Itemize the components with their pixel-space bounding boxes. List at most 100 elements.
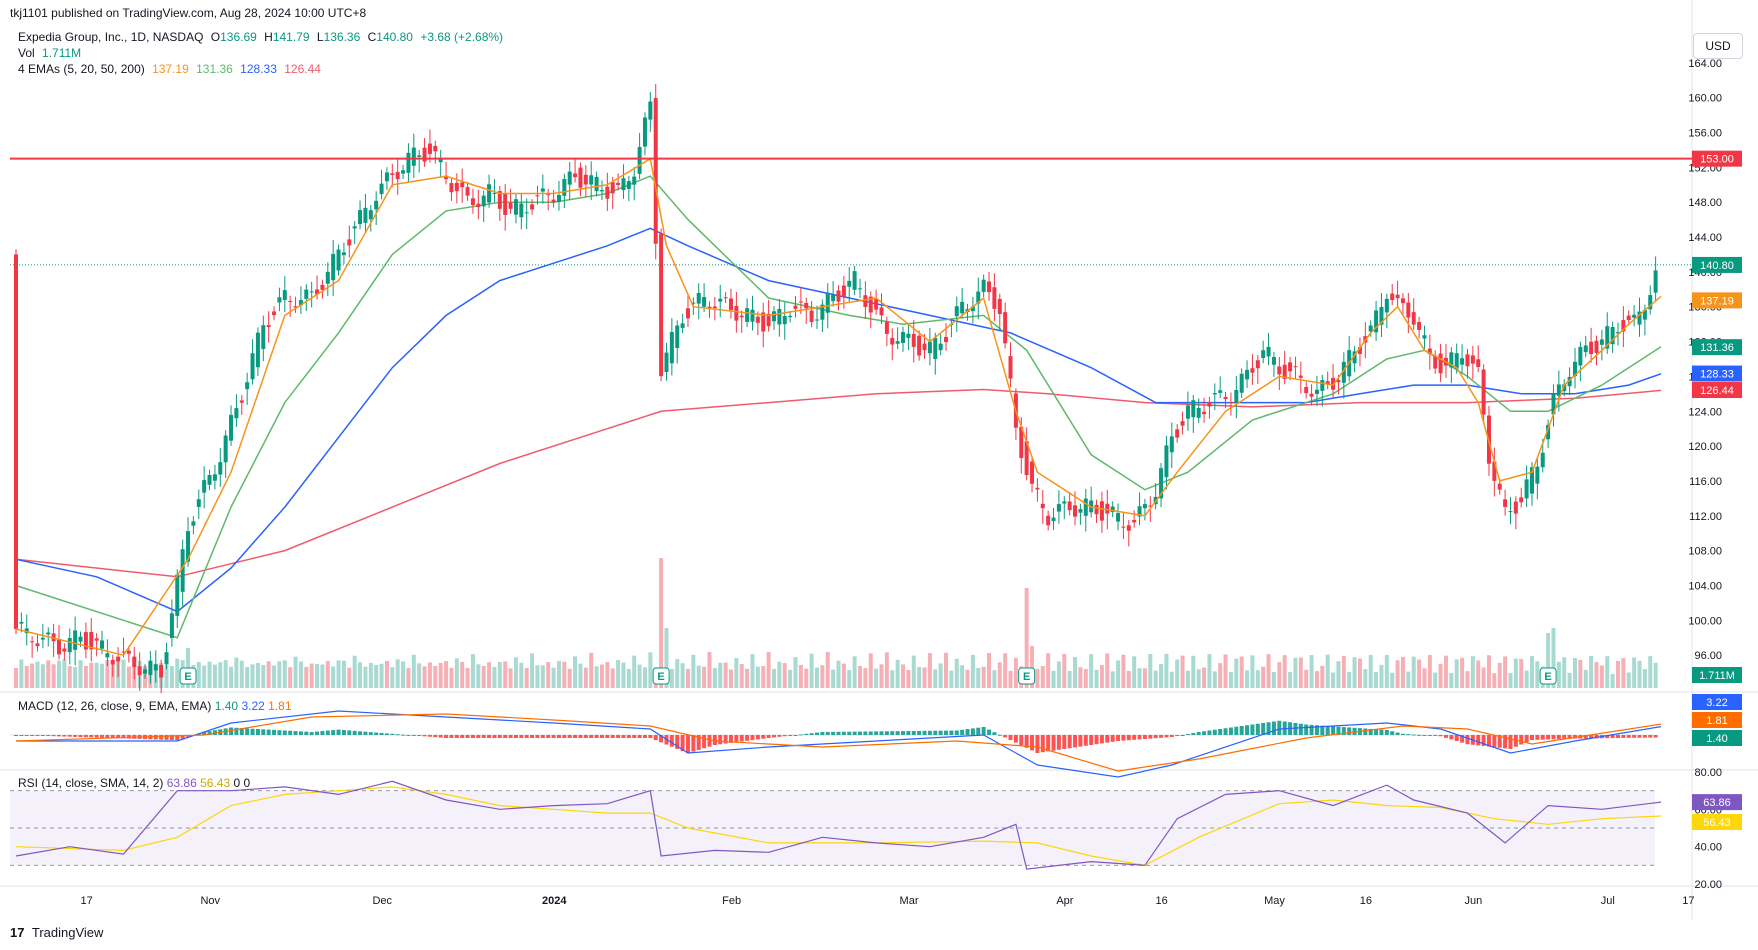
candle-body (1314, 389, 1319, 394)
volume-bar (304, 666, 309, 688)
macd-histogram-bar (944, 730, 949, 735)
macd-histogram-bar (202, 732, 207, 735)
candle-body (30, 641, 35, 643)
candle-body (750, 309, 755, 322)
candle-body (465, 187, 470, 196)
candle-body (1605, 326, 1610, 349)
candle-body (1180, 421, 1185, 426)
volume-bar (1121, 654, 1126, 688)
candle-body (540, 188, 545, 192)
candle-body (1567, 376, 1572, 387)
macd-histogram-bar (1519, 735, 1524, 745)
macd-histogram-bar (685, 735, 690, 754)
volume-bar (1535, 661, 1540, 688)
currency-button[interactable]: USD (1693, 33, 1743, 59)
candle-body (1121, 526, 1126, 528)
high-value: 141.79 (272, 30, 310, 44)
macd-histogram-bar (1583, 735, 1588, 739)
macd-histogram-bar (1567, 735, 1572, 739)
macd-line-tag-label: 3.22 (1706, 697, 1727, 709)
volume-bar (1470, 656, 1475, 688)
macd-histogram-bar (675, 735, 680, 749)
volume-bar (1159, 664, 1164, 688)
macd-histogram-bar (562, 735, 567, 738)
candle-body (1492, 461, 1497, 481)
macd-histogram-bar (14, 735, 18, 736)
macd-histogram-bar (954, 730, 959, 735)
volume-bar (890, 670, 895, 688)
macd-histogram-bar (718, 735, 723, 745)
volume-bar (1314, 671, 1319, 688)
macd-histogram-bar (1476, 735, 1481, 746)
candle-body (944, 337, 949, 343)
volume-bar (196, 662, 201, 688)
macd-histogram-bar (1589, 735, 1594, 739)
ema-0-tag (1692, 292, 1742, 309)
volume-bar (1105, 653, 1110, 688)
volume-bar (594, 666, 599, 688)
candle-body (1615, 332, 1620, 334)
volume-bar (229, 666, 234, 688)
macd-histogram-bar (1427, 735, 1432, 736)
candle-body (1331, 377, 1336, 390)
ema-0-tag-label: 137.19 (1700, 295, 1734, 307)
rsi-legend[interactable]: RSI (14, close, SMA, 14, 2) 63.86 56.43 … (18, 776, 250, 790)
macd-histogram-bar (621, 735, 626, 738)
candle-body (51, 633, 56, 642)
macd-histogram-bar (19, 735, 24, 736)
volume-bar (320, 664, 325, 688)
candle-body (229, 414, 234, 441)
candle-body (132, 656, 137, 667)
candle-body (583, 174, 588, 185)
volume-bar (1594, 662, 1599, 688)
volume-bar (906, 669, 911, 688)
candle-body (1078, 509, 1083, 513)
volume-bar (1492, 673, 1497, 688)
macd-histogram-bar (987, 729, 992, 735)
volume-bar (1519, 658, 1524, 688)
candle-body (788, 315, 793, 318)
volume-bar (1175, 659, 1180, 688)
volume-bar (546, 662, 551, 688)
macd-histogram-bar (1164, 735, 1169, 738)
candle-body (1417, 321, 1422, 330)
volume-bar (401, 661, 406, 688)
x-tick-label: 17 (1682, 895, 1694, 907)
candle-body (186, 531, 191, 562)
macd-legend[interactable]: MACD (12, 26, close, 9, EMA, EMA) 1.40 3… (18, 699, 292, 713)
volume-bar (508, 668, 513, 688)
candle-body (202, 480, 207, 493)
candle-body (669, 332, 674, 364)
candle-body (1202, 411, 1207, 415)
volume-bar (1357, 658, 1362, 688)
macd-histogram-bar (734, 735, 739, 743)
volume-bar (277, 661, 282, 688)
macd-histogram-bar (1121, 735, 1126, 741)
macd-histogram-bar (1438, 735, 1443, 737)
macd-histogram-bar (1083, 735, 1088, 746)
ema-3-tag-label: 126.44 (1700, 385, 1734, 397)
candle-body (858, 288, 863, 290)
candle-body (1250, 368, 1255, 373)
candle-body (336, 249, 341, 271)
macd-histogram-bar (62, 735, 67, 737)
candle-body (809, 310, 814, 323)
volume-bar (1438, 663, 1443, 688)
macd-histogram-bar (1648, 735, 1653, 738)
macd-histogram-bar (632, 735, 637, 738)
macd-histogram-bar (126, 735, 131, 739)
volume-legend[interactable]: Vol 1.711M (18, 46, 85, 60)
volume-bar (1250, 655, 1255, 688)
candle-body (879, 307, 884, 316)
last-price-tag-label: 140.80 (1700, 260, 1734, 272)
macd-histogram-bar (653, 735, 658, 741)
ema-legend[interactable]: 4 EMAs (5, 20, 50, 200) 137.19 131.36 12… (18, 62, 325, 76)
macd-histogram-bar (723, 735, 728, 744)
candle-body (1610, 326, 1615, 345)
macd-histogram-bar (164, 735, 169, 740)
macd-histogram-bar (702, 735, 707, 749)
macd-line-tag (1692, 694, 1742, 710)
symbol-name[interactable]: Expedia Group, Inc., 1D, NASDAQ (18, 30, 204, 44)
candle-body (1465, 354, 1470, 367)
